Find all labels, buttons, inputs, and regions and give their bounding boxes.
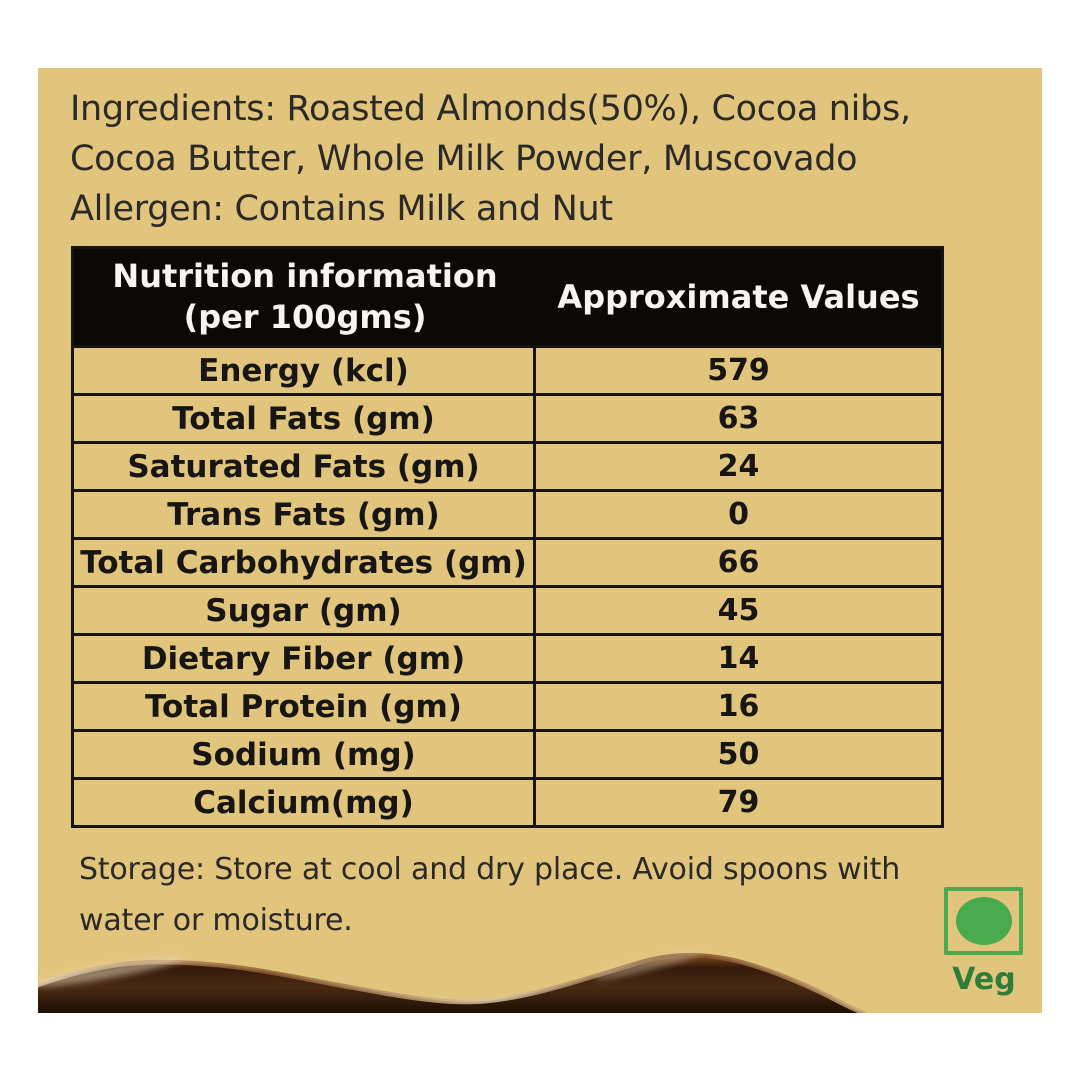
nutrient-value-cell: 79 — [717, 785, 760, 820]
nutrient-label-cell: Sodium (mg) — [74, 732, 536, 777]
table-row: Calcium(mg) 79 — [74, 777, 941, 825]
nutrient-label-cell: Total Protein (gm) — [74, 684, 536, 729]
nutrient-label-cell: Sugar (gm) — [74, 588, 536, 633]
header-approximate-values: Approximate Values — [557, 278, 920, 316]
storage-line: Storage: Store at cool and dry place. Av… — [79, 852, 901, 887]
table-row: Total Protein (gm) 16 — [74, 681, 941, 729]
table-row: Trans Fats (gm) 0 — [74, 489, 941, 537]
nutrient-value-cell: 0 — [728, 497, 749, 532]
nutrition-table-body: Energy (kcl) 579 Total Fats (gm) 63 Saturate… — [74, 345, 941, 825]
veg-label: Veg — [952, 962, 1016, 997]
storage-text: Storage: Store at cool and dry place. Av… — [79, 844, 900, 946]
nutrient-value-cell: 66 — [717, 545, 760, 580]
veg-mark: Veg — [944, 887, 1024, 997]
veg-dot-icon — [955, 897, 1012, 945]
nutrient-value-cell: 14 — [717, 641, 760, 676]
table-row: Total Fats (gm) 63 — [74, 393, 941, 441]
header-nutrition-info: Nutrition information (per 100gms) — [112, 257, 498, 336]
nutrient-value-cell: 45 — [717, 593, 760, 628]
nutrition-table: Nutrition information (per 100gms) Appro… — [71, 246, 944, 828]
nutrient-label-cell: Energy (kcl) — [74, 348, 536, 393]
ingredients-line: Cocoa Butter, Whole Milk Powder, Muscova… — [70, 139, 858, 179]
allergen-line: Allergen: Contains Milk and Nut — [70, 189, 613, 229]
nutrient-label-cell: Dietary Fiber (gm) — [74, 636, 536, 681]
ingredients-text: Ingredients: Roasted Almonds(50%), Cocoa… — [70, 84, 911, 234]
nutrient-label-cell: Saturated Fats (gm) — [74, 444, 536, 489]
chocolate-sheen — [38, 957, 182, 987]
nutrient-label-cell: Total Fats (gm) — [74, 396, 536, 441]
chocolate-wave-graphic — [38, 950, 867, 1013]
nutrient-value-cell: 24 — [717, 449, 760, 484]
nutrient-value-cell: 50 — [717, 737, 760, 772]
nutrient-label-cell: Calcium(mg) — [74, 780, 536, 825]
nutrient-label-cell: Total Carbohydrates (gm) — [74, 540, 536, 585]
table-row: Saturated Fats (gm) 24 — [74, 441, 941, 489]
table-row: Sodium (mg) 50 — [74, 729, 941, 777]
label-panel: Ingredients: Roasted Almonds(50%), Cocoa… — [38, 68, 1042, 1013]
ingredients-line: Ingredients: Roasted Almonds(50%), Cocoa… — [70, 89, 911, 129]
nutrient-label-cell: Trans Fats (gm) — [74, 492, 536, 537]
chocolate-sheen — [594, 950, 702, 980]
nutrient-value-cell: 579 — [707, 353, 770, 388]
veg-square-icon — [944, 887, 1023, 955]
nutrient-value-cell: 63 — [717, 401, 760, 436]
table-row: Dietary Fiber (gm) 14 — [74, 633, 941, 681]
table-row: Energy (kcl) 579 — [74, 345, 941, 393]
table-row: Sugar (gm) 45 — [74, 585, 941, 633]
nutrient-value-cell: 16 — [717, 689, 760, 724]
table-row: Total Carbohydrates (gm) 66 — [74, 537, 941, 585]
nutrition-table-header: Nutrition information (per 100gms) Appro… — [74, 249, 941, 345]
storage-line: water or moisture. — [79, 903, 353, 938]
